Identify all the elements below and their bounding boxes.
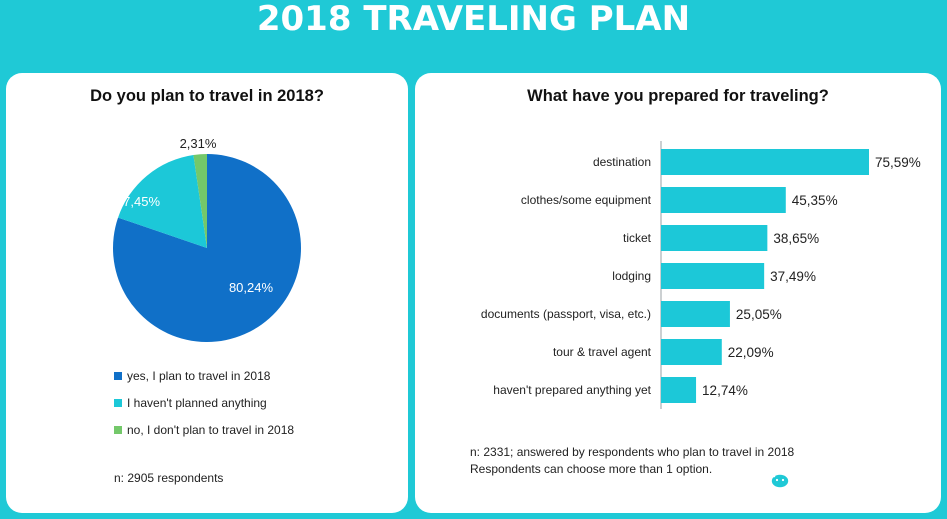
- pie-slice-1: [113, 154, 302, 342]
- pie-slice-3: [193, 154, 207, 248]
- bar-value-label-6: 22,09%: [728, 345, 774, 360]
- bar-category-label-7: haven't prepared anything yet: [493, 383, 651, 397]
- bar-notes: n: 2331; answered by respondents who pla…: [470, 444, 794, 478]
- pie-slice-2: [118, 154, 207, 248]
- pie-chart: 80,24% 17,45% 2,31%: [113, 136, 302, 342]
- bar-multi-option-note: Respondents can choose more than 1 optio…: [470, 462, 713, 476]
- pie-chart-title: Do you plan to travel in 2018?: [90, 87, 324, 105]
- pie-value-label-3: 2,31%: [180, 136, 217, 151]
- watermark-text: CAMIA出海: [798, 468, 897, 489]
- bar-4: [661, 263, 765, 289]
- bar-value-label-5: 25,05%: [736, 307, 782, 322]
- bar-2: [661, 187, 786, 213]
- legend-swatch: [114, 399, 122, 407]
- bar-value-label-3: 38,65%: [773, 231, 819, 246]
- bar-5: [661, 301, 730, 327]
- pie-value-label-1: 80,24%: [229, 280, 274, 295]
- bar-7: [661, 377, 697, 403]
- pie-sample-note: n: 2905 respondents: [114, 471, 224, 485]
- bar-value-label-1: 75,59%: [875, 155, 921, 170]
- bar-category-label-4: lodging: [612, 269, 651, 283]
- legend-swatch: [114, 426, 122, 434]
- bar-sample-note: n: 2331; answered by respondents who pla…: [470, 445, 795, 459]
- bar-1: [661, 149, 869, 175]
- legend-label: I haven't planned anything: [127, 396, 267, 410]
- bar-category-label-3: ticket: [623, 231, 652, 245]
- page-title: 2018 TRAVELING PLAN: [256, 0, 691, 39]
- bar-value-label-7: 12,74%: [702, 383, 748, 398]
- bar-category-label-2: clothes/some equipment: [521, 193, 652, 207]
- bar-3: [661, 225, 768, 251]
- bar-value-label-2: 45,35%: [792, 193, 838, 208]
- watermark: CAMIA出海: [758, 464, 896, 494]
- bar-chart-panel: What have you prepared for traveling? de…: [415, 73, 941, 513]
- pie-chart-panel: Do you plan to travel in 2018? 80,24% 17,…: [6, 73, 408, 513]
- bar-category-label-1: destination: [593, 155, 651, 169]
- legend-label: yes, I plan to travel in 2018: [127, 369, 271, 383]
- pie-value-label-2: 17,45%: [116, 194, 161, 209]
- bar-chart-title: What have you prepared for traveling?: [527, 87, 829, 105]
- bar-category-label-5: documents (passport, visa, etc.): [481, 307, 651, 321]
- bar-chart: destination 75,59% clothes/some equipment 4…: [481, 141, 921, 409]
- bar-6: [661, 339, 722, 365]
- wechat-icon: [759, 468, 790, 489]
- legend-swatch: [114, 372, 122, 380]
- bar-category-label-6: tour & travel agent: [553, 345, 652, 359]
- legend-label: no, I don't plan to travel in 2018: [127, 423, 295, 437]
- bar-value-label-4: 37,49%: [770, 269, 816, 284]
